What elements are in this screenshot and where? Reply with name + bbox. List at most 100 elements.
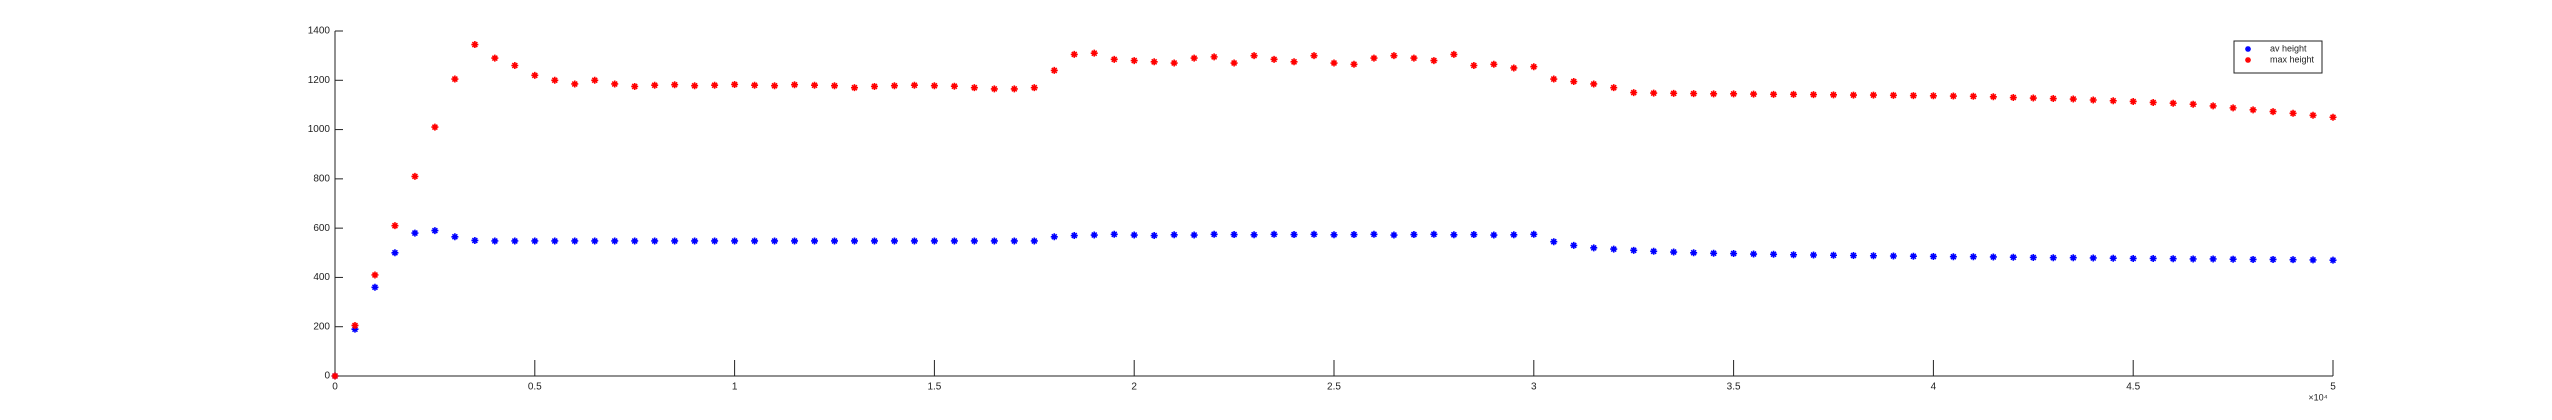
point bbox=[1010, 237, 1018, 245]
point bbox=[2129, 97, 2137, 105]
point bbox=[1290, 58, 1298, 66]
point bbox=[1530, 230, 1538, 238]
point bbox=[1070, 232, 1078, 240]
point bbox=[1929, 92, 1937, 100]
point bbox=[1570, 241, 1578, 249]
legend-marker bbox=[2245, 46, 2251, 52]
point bbox=[2069, 95, 2077, 103]
y-tick-label: 800 bbox=[313, 173, 330, 184]
point bbox=[1690, 249, 1698, 257]
point bbox=[1450, 231, 1458, 239]
point bbox=[1670, 248, 1678, 256]
point bbox=[950, 237, 958, 245]
point bbox=[1869, 252, 1877, 260]
y-tick-label: 400 bbox=[313, 272, 330, 283]
point bbox=[1050, 233, 1058, 241]
point bbox=[2269, 255, 2277, 263]
point bbox=[1810, 91, 1818, 99]
point bbox=[1929, 252, 1937, 260]
point bbox=[631, 237, 639, 245]
x-tick-label: 2 bbox=[1131, 382, 1137, 393]
point bbox=[930, 82, 938, 90]
point bbox=[1410, 231, 1418, 239]
point bbox=[451, 233, 459, 241]
point bbox=[910, 81, 918, 89]
point bbox=[371, 271, 379, 279]
point bbox=[2249, 255, 2257, 263]
point bbox=[1350, 231, 1358, 239]
y-tick-label: 600 bbox=[313, 223, 330, 234]
point bbox=[1550, 75, 1558, 83]
point bbox=[1150, 232, 1158, 240]
point bbox=[1570, 78, 1578, 86]
point bbox=[910, 237, 918, 245]
point bbox=[1610, 245, 1618, 253]
point bbox=[751, 81, 759, 89]
point bbox=[1730, 250, 1738, 258]
point bbox=[2089, 96, 2097, 104]
point bbox=[1190, 231, 1198, 239]
x-scale-label: ×10⁴ bbox=[2308, 392, 2327, 402]
point bbox=[970, 237, 978, 245]
point bbox=[1510, 231, 1518, 239]
point bbox=[1050, 66, 1058, 74]
point bbox=[990, 85, 998, 93]
point bbox=[2209, 255, 2217, 263]
point bbox=[1470, 231, 1478, 239]
point bbox=[1530, 63, 1538, 71]
point bbox=[1270, 230, 1278, 238]
point bbox=[571, 80, 579, 88]
point bbox=[1949, 253, 1957, 261]
point bbox=[1490, 60, 1498, 68]
point bbox=[1909, 92, 1917, 100]
point bbox=[491, 54, 499, 62]
point bbox=[1170, 231, 1178, 239]
point bbox=[2029, 94, 2037, 102]
point bbox=[1730, 90, 1738, 98]
point bbox=[1869, 91, 1877, 99]
point bbox=[2309, 111, 2317, 119]
point bbox=[1969, 253, 1977, 261]
point bbox=[491, 237, 499, 245]
point bbox=[1090, 231, 1098, 239]
point bbox=[1370, 230, 1378, 238]
point bbox=[2009, 94, 2017, 102]
point bbox=[2069, 254, 2077, 262]
point bbox=[1030, 237, 1038, 245]
x-tick-label: 4.5 bbox=[2126, 382, 2140, 393]
point bbox=[1310, 230, 1318, 238]
point bbox=[2309, 256, 2317, 264]
point bbox=[611, 80, 619, 88]
point bbox=[791, 81, 799, 89]
point bbox=[391, 222, 399, 230]
point bbox=[1849, 91, 1857, 99]
x-tick-label: 0 bbox=[332, 382, 338, 393]
point bbox=[431, 227, 439, 235]
point bbox=[511, 62, 519, 69]
point bbox=[731, 237, 739, 245]
x-tick-label: 2.5 bbox=[1327, 382, 1341, 393]
point bbox=[811, 237, 819, 245]
point bbox=[1310, 52, 1318, 60]
y-tick-label: 1000 bbox=[308, 124, 331, 135]
point bbox=[1889, 91, 1897, 99]
point bbox=[771, 237, 779, 245]
point bbox=[1590, 244, 1598, 252]
point bbox=[1969, 92, 1977, 100]
point bbox=[1430, 230, 1438, 238]
point bbox=[631, 82, 639, 90]
y-tick-label: 1200 bbox=[308, 75, 331, 86]
point bbox=[451, 75, 459, 83]
point bbox=[1110, 55, 1118, 63]
point bbox=[1490, 231, 1498, 239]
point bbox=[471, 41, 479, 49]
point bbox=[2149, 254, 2157, 262]
point bbox=[2129, 254, 2137, 262]
point bbox=[751, 237, 759, 245]
point bbox=[1210, 53, 1218, 61]
point bbox=[2329, 256, 2337, 264]
y-tick-label: 1400 bbox=[308, 26, 331, 37]
point bbox=[1390, 231, 1398, 239]
point bbox=[331, 372, 339, 380]
